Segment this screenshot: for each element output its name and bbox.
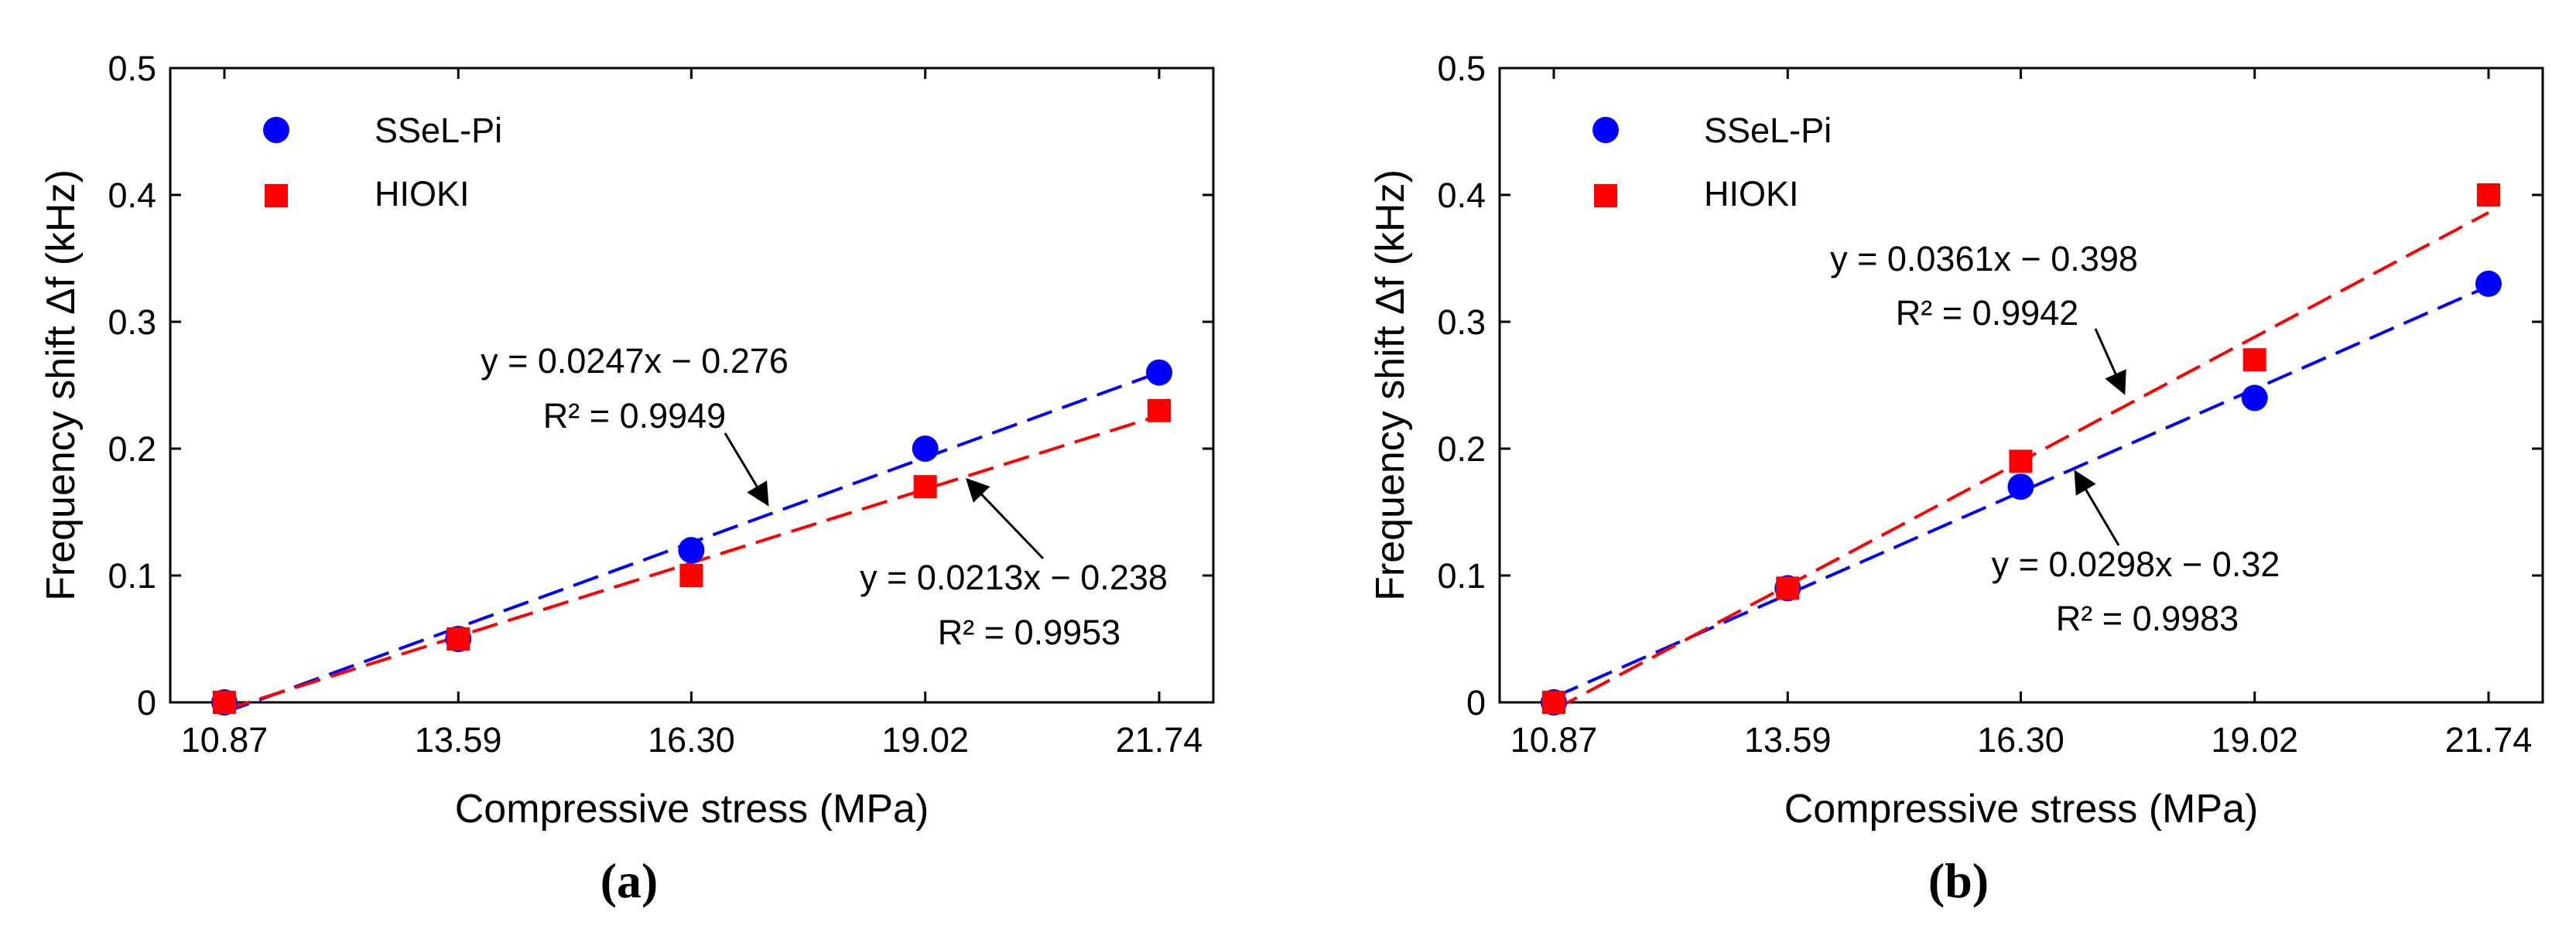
- y-tick-label-b-2: 0.2: [1437, 429, 1486, 469]
- annotations-b: y = 0.0361x − 0.398 R² = 0.9942 y = 0.02…: [1830, 239, 2280, 638]
- y-tick-label-a-5: 0.5: [108, 49, 156, 88]
- y-tick-label-a-1: 0.1: [108, 556, 156, 596]
- x-tick-label-a-0: 10.87: [181, 720, 269, 760]
- legend-label-hioki-a: HIOKI: [375, 174, 470, 213]
- legend-b: SSeL-Pi HIOKI: [1592, 111, 1832, 213]
- legend-label-sselpi-a: SSeL-Pi: [375, 111, 502, 150]
- y-tick-label-b-0: 0: [1466, 683, 1486, 722]
- legend-marker-sselpi-a: [263, 117, 289, 143]
- fit-equation-hioki-b: y = 0.0361x − 0.398: [1830, 239, 2138, 278]
- arrow-sselpi-b: [2074, 470, 2120, 546]
- point-hioki-a-3: [913, 475, 937, 499]
- y-axis-label-b: Frequency shift Δf (kHz): [1368, 169, 1413, 601]
- y-tick-label-a-4: 0.4: [108, 176, 156, 215]
- point-sselpi-a-4: [1146, 359, 1172, 386]
- x-axis-label-b: Compressive stress (MPa): [1784, 787, 2259, 832]
- chart-panel-a: 0 0.1 0.2 0.3 0.4 0.5 10.87 13.59 16.30 19.02 21.…: [39, 49, 1215, 908]
- panel-label-a: (a): [600, 853, 659, 908]
- x-tick-label-a-3: 19.02: [881, 720, 969, 760]
- fit-equation-sselpi-b: y = 0.0298x − 0.32: [1992, 545, 2280, 584]
- x-ticks-a: 10.87 13.59 16.30 19.02 21.74: [181, 68, 1203, 760]
- points-a: [211, 359, 1172, 716]
- fit-r2-hioki-a: R² = 0.9953: [938, 613, 1120, 652]
- y-tick-label-a-2: 0.2: [108, 429, 156, 469]
- legend-label-hioki-b: HIOKI: [1704, 174, 1799, 213]
- arrow-sselpi-a: [724, 432, 769, 507]
- x-tick-label-b-0: 10.87: [1510, 720, 1598, 760]
- fit-r2-hioki-b: R² = 0.9942: [1896, 293, 2078, 333]
- point-hioki-a-4: [1148, 398, 1171, 422]
- y-ticks-b: 0 0.1 0.2 0.3 0.4 0.5: [1437, 49, 2543, 722]
- legend-marker-sselpi-b: [1592, 117, 1619, 143]
- chart-panel-b: 0 0.1 0.2 0.3 0.4 0.5 10.87 13.59 16.30 19.02 21.…: [1368, 49, 2544, 908]
- fit-r2-sselpi-b: R² = 0.9983: [2056, 599, 2239, 638]
- point-hioki-a-2: [679, 564, 703, 587]
- x-axis-label-a: Compressive stress (MPa): [455, 787, 929, 832]
- annotations-a: y = 0.0247x − 0.276 R² = 0.9949 y = 0.02…: [481, 341, 1168, 652]
- point-sselpi-b-3: [2241, 384, 2268, 412]
- legend-marker-hioki-b: [1594, 184, 1617, 207]
- legend-label-sselpi-b: SSeL-Pi: [1704, 111, 1832, 150]
- y-tick-label-b-1: 0.1: [1437, 556, 1486, 596]
- fit-r2-sselpi-a: R² = 0.9949: [543, 396, 726, 435]
- y-tick-label-a-3: 0.3: [108, 302, 156, 342]
- point-hioki-a-1: [446, 627, 470, 651]
- legend-marker-hioki-a: [265, 184, 288, 207]
- x-tick-label-b-1: 13.59: [1744, 720, 1832, 760]
- x-tick-label-a-1: 13.59: [415, 720, 502, 760]
- point-hioki-b-0: [1542, 691, 1565, 714]
- y-ticks-a: 0 0.1 0.2 0.3 0.4 0.5: [108, 49, 1213, 722]
- x-tick-label-b-4: 21.74: [2445, 720, 2533, 760]
- panel-label-b: (b): [1928, 853, 1989, 908]
- point-hioki-a-0: [213, 691, 236, 714]
- x-tick-label-b-2: 16.30: [1977, 720, 2065, 760]
- points-b: [1541, 183, 2502, 716]
- plot-frame-a: [169, 67, 1215, 704]
- arrow-hioki-a: [965, 477, 1045, 560]
- point-hioki-b-1: [1776, 576, 1800, 600]
- point-sselpi-a-2: [678, 537, 705, 564]
- point-sselpi-b-2: [2007, 473, 2034, 500]
- x-tick-label-a-2: 16.30: [648, 720, 735, 760]
- y-axis-label-a: Frequency shift Δf (kHz): [39, 169, 84, 601]
- x-tick-label-a-4: 21.74: [1116, 720, 1203, 760]
- x-tick-label-b-3: 19.02: [2211, 720, 2298, 760]
- fit-equation-hioki-a: y = 0.0213x − 0.238: [860, 558, 1168, 597]
- point-sselpi-b-4: [2475, 270, 2502, 297]
- y-tick-label-b-5: 0.5: [1437, 49, 1486, 88]
- point-sselpi-a-3: [912, 435, 939, 462]
- y-tick-label-b-3: 0.3: [1437, 302, 1486, 342]
- fit-line-sselpi-b: [1553, 285, 2489, 699]
- point-hioki-b-4: [2477, 183, 2500, 207]
- point-hioki-b-3: [2242, 348, 2266, 372]
- y-tick-label-b-4: 0.4: [1437, 176, 1486, 215]
- plot-frame-b: [1498, 67, 2544, 704]
- x-ticks-b: 10.87 13.59 16.30 19.02 21.74: [1510, 68, 2533, 760]
- y-tick-label-a-0: 0: [137, 683, 156, 722]
- fit-equation-sselpi-a: y = 0.0247x − 0.276: [481, 341, 789, 381]
- point-hioki-b-2: [2009, 449, 2033, 473]
- arrow-hioki-b: [2094, 328, 2126, 395]
- legend-a: SSeL-Pi HIOKI: [263, 111, 502, 213]
